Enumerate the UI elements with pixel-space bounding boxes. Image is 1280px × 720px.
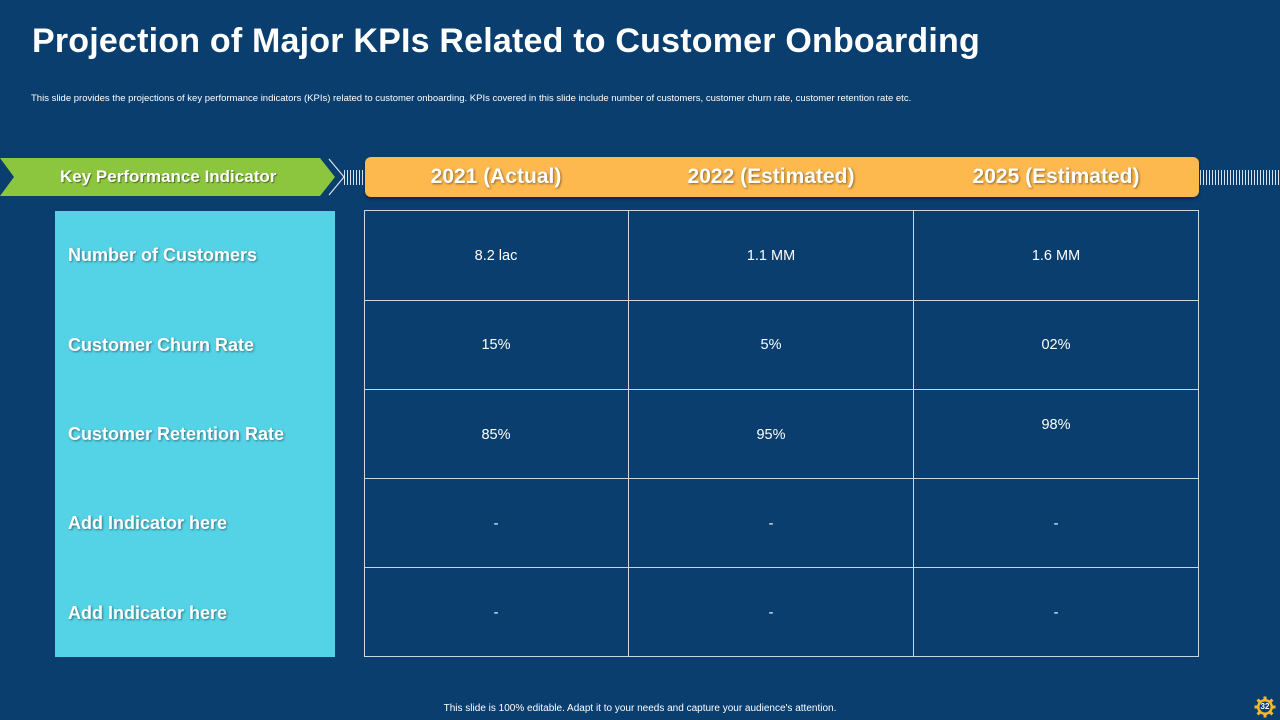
year-header-bar [365,157,1199,197]
kpi-name: Add Indicator here [68,513,228,533]
table-cell: - [1053,605,1059,621]
table-cell: 5% [760,337,782,353]
table-cell: - [493,605,499,621]
column-header-2021: 2021 (Actual) [430,165,562,188]
table-cell: 1.6 MM [1031,248,1081,264]
slide-title: Projection of Major KPIs Related to Cust… [32,22,980,60]
slide-footer: This slide is 100% editable. Adapt it to… [443,703,837,714]
table-cell: - [1053,516,1059,532]
table-row-divider [364,300,1199,301]
column-header-2022: 2022 (Estimated) [687,165,855,188]
table-row-divider [364,567,1199,568]
table-column-divider [913,210,914,657]
table-cell: - [768,516,774,532]
table-cell: - [768,605,774,621]
gear-icon [1254,696,1276,718]
data-table [364,210,1199,657]
kpi-panel [55,211,335,657]
table-cell: 1.1 MM [746,248,796,264]
kpi-name: Add Indicator here [68,603,228,623]
table-row-divider [364,478,1199,479]
kpi-name: Customer Churn Rate [68,335,255,355]
table-cell: 85% [481,427,511,443]
kpi-name: Number of Customers [68,245,258,265]
table-cell: 02% [1041,337,1071,353]
slide-subtitle: This slide provides the projections of k… [31,93,912,104]
kpi-name: Customer Retention Rate [68,424,285,444]
table-row-divider [364,389,1199,390]
kpi-header-arrow [0,158,335,196]
column-header-2025: 2025 (Estimated) [972,165,1140,188]
table-cell: - [493,516,499,532]
table-cell: 98% [1041,417,1071,433]
stripe-decoration-left [344,170,366,185]
page-number: 32 [1260,702,1270,711]
table-cell: 8.2 lac [474,248,518,264]
table-cell: 15% [481,337,511,353]
table-cell: 95% [756,427,786,443]
table-column-divider [628,210,629,657]
kpi-header-label: Key Performance Indicator [60,167,277,186]
stripe-decoration-right [1200,170,1280,185]
